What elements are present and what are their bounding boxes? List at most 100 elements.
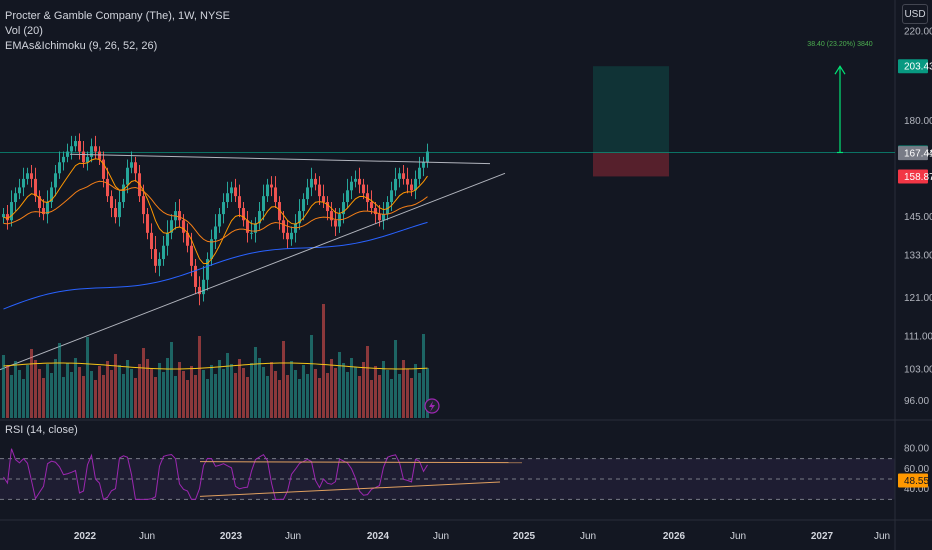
candle bbox=[378, 214, 381, 221]
price-badge-label: 167.41 bbox=[904, 149, 932, 160]
rsi-tick-label: 60.00 bbox=[904, 464, 929, 475]
volume-bar bbox=[406, 369, 409, 418]
volume-bar bbox=[114, 354, 117, 418]
volume-bar bbox=[282, 341, 285, 418]
candle bbox=[354, 178, 357, 182]
target-zone bbox=[593, 66, 669, 153]
volume-bar bbox=[246, 377, 249, 418]
candle bbox=[362, 184, 365, 194]
candle bbox=[126, 167, 129, 185]
price-badge bbox=[898, 146, 928, 161]
candle bbox=[314, 178, 317, 185]
volume-bar bbox=[22, 379, 25, 418]
candle bbox=[322, 196, 325, 203]
candle bbox=[382, 214, 385, 221]
volume-bar bbox=[86, 337, 89, 418]
volume-bar bbox=[102, 375, 105, 418]
volume-bar bbox=[54, 359, 57, 418]
volume-bar bbox=[266, 376, 269, 418]
volume-bar bbox=[50, 373, 53, 418]
volume-bar bbox=[170, 342, 173, 418]
candle bbox=[422, 162, 425, 168]
candle bbox=[34, 178, 37, 197]
volume-bar bbox=[394, 340, 397, 418]
volume-legend[interactable]: Vol (20) bbox=[5, 25, 43, 37]
rsi-upper-trendline bbox=[199, 461, 523, 464]
price-badge bbox=[898, 59, 928, 74]
volume-bar bbox=[66, 363, 69, 418]
volume-bar bbox=[398, 374, 401, 418]
volume-bar bbox=[330, 359, 333, 418]
candle bbox=[166, 232, 169, 246]
candle bbox=[70, 146, 73, 152]
volume-bar bbox=[270, 362, 273, 418]
volume-bar bbox=[94, 380, 97, 418]
candle bbox=[390, 190, 393, 203]
candle bbox=[282, 220, 285, 233]
time-tick-label: 2027 bbox=[811, 531, 834, 542]
candle bbox=[318, 184, 321, 197]
price-tick-label: 103.00 bbox=[904, 365, 932, 376]
price-tick-label: 111.00 bbox=[904, 331, 932, 342]
candle bbox=[370, 202, 373, 209]
lightning-icon bbox=[424, 398, 440, 414]
volume-bar bbox=[178, 362, 181, 418]
volume-bar bbox=[118, 365, 121, 418]
candle bbox=[102, 159, 105, 179]
candle bbox=[162, 245, 165, 260]
volume-bar bbox=[366, 346, 369, 418]
rsi-lower-trendline bbox=[199, 481, 501, 497]
candle bbox=[402, 173, 405, 179]
volume-bar bbox=[110, 370, 113, 418]
volume-bar bbox=[262, 367, 265, 418]
volume-bar bbox=[314, 369, 317, 418]
candle bbox=[246, 220, 249, 233]
time-tick-label: 2023 bbox=[220, 531, 243, 542]
candle bbox=[66, 151, 69, 157]
time-tick-label: Jun bbox=[730, 531, 746, 542]
candle bbox=[130, 162, 133, 168]
volume-bar bbox=[302, 365, 305, 418]
candle bbox=[330, 211, 333, 221]
candle bbox=[214, 226, 217, 240]
volume-bar bbox=[234, 373, 237, 418]
volume-bar bbox=[238, 359, 241, 418]
candle bbox=[58, 162, 61, 174]
candle bbox=[114, 208, 117, 218]
volume-bar bbox=[278, 380, 281, 418]
candle bbox=[278, 202, 281, 221]
price-badge-label: 203.43 bbox=[904, 62, 932, 73]
volume-bar bbox=[142, 348, 145, 418]
candle bbox=[134, 162, 137, 174]
candle bbox=[202, 279, 205, 295]
candle bbox=[410, 184, 413, 191]
currency-button[interactable]: USD bbox=[902, 4, 928, 24]
candle bbox=[218, 214, 221, 227]
candle bbox=[2, 214, 5, 218]
rsi-tick-label: 80.00 bbox=[904, 443, 929, 454]
time-tick-label: Jun bbox=[580, 531, 596, 542]
volume-bar bbox=[294, 370, 297, 418]
volume-bar bbox=[162, 372, 165, 418]
volume-bar bbox=[26, 365, 29, 418]
rsi-legend[interactable]: RSI (14, close) bbox=[5, 424, 78, 436]
volume-bar bbox=[202, 370, 205, 418]
rsi-badge bbox=[898, 473, 928, 488]
volume-bar bbox=[274, 371, 277, 418]
volume-bar bbox=[254, 347, 257, 418]
candle bbox=[178, 211, 181, 221]
candle bbox=[306, 187, 309, 200]
volume-bar bbox=[414, 364, 417, 418]
candle bbox=[418, 167, 421, 179]
candle bbox=[342, 202, 345, 215]
candle bbox=[10, 202, 13, 221]
volume-bar bbox=[122, 374, 125, 418]
price-axis: 96.00 103.00 111.00 121.00 133.00 145.00 180.0… bbox=[904, 26, 932, 407]
volume-bar bbox=[390, 379, 393, 418]
time-tick-label: 2026 bbox=[663, 531, 686, 542]
candle bbox=[350, 181, 353, 191]
volume-bar bbox=[166, 358, 169, 418]
ema-ichimoku-legend[interactable]: EMAs&Ichimoku (9, 26, 52, 26) bbox=[5, 40, 158, 52]
volume-bar bbox=[82, 376, 85, 418]
